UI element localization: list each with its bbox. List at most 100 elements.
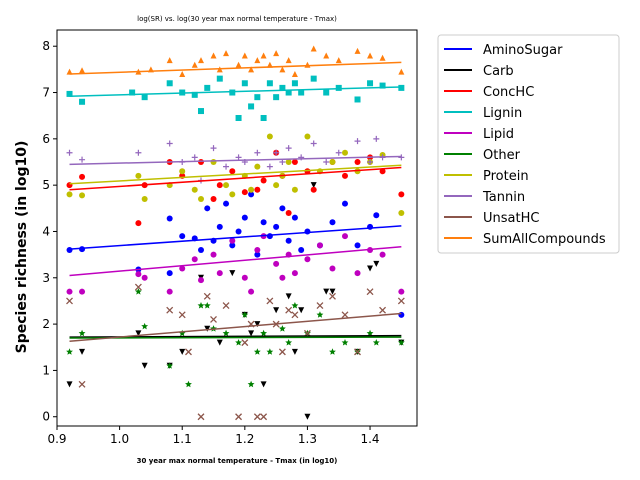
data-point <box>329 288 336 295</box>
y-tick-label: 6 <box>42 132 50 146</box>
legend-label: Other <box>483 148 521 163</box>
data-point <box>273 149 280 156</box>
data-point <box>197 301 205 309</box>
data-point <box>285 293 292 300</box>
data-point <box>166 362 174 369</box>
data-point <box>310 75 317 82</box>
data-point <box>198 196 204 203</box>
series-protein <box>66 133 405 216</box>
data-point <box>191 91 198 98</box>
data-point <box>266 163 273 170</box>
legend-entry: Tannin <box>444 190 525 205</box>
series-carb <box>66 182 405 420</box>
x-tick-label: 0.9 <box>47 432 66 446</box>
data-point <box>247 380 255 388</box>
data-point <box>285 159 292 165</box>
data-point <box>141 94 148 101</box>
data-point <box>254 247 261 253</box>
series-aminosugar <box>66 191 405 318</box>
data-point <box>260 413 268 421</box>
legend-entry: Lipid <box>444 127 514 142</box>
legend: AminoSugar Carb ConcHC Lignin Lipid Other Prot… <box>437 34 620 254</box>
data-point <box>235 413 243 421</box>
data-point <box>285 339 293 346</box>
data-point <box>316 311 324 318</box>
data-point <box>241 80 248 87</box>
data-point <box>66 381 73 388</box>
data-point <box>354 348 361 356</box>
data-point <box>135 172 142 179</box>
data-point <box>279 274 286 281</box>
data-point <box>210 316 217 323</box>
data-point <box>191 154 198 161</box>
data-point <box>273 260 280 267</box>
data-point <box>323 52 330 59</box>
data-point <box>260 177 267 184</box>
data-point <box>191 186 198 193</box>
y-tick-label: 4 <box>42 224 50 238</box>
data-point <box>398 191 405 198</box>
data-point <box>266 233 273 240</box>
x-axis: 0.9 1.0 1.1 1.2 1.3 1.4 <box>47 426 380 446</box>
data-point <box>291 214 298 221</box>
data-point <box>229 168 236 175</box>
data-point <box>310 140 317 147</box>
data-point <box>216 182 223 189</box>
data-point <box>397 297 405 305</box>
data-point <box>298 247 305 253</box>
data-point <box>285 89 292 96</box>
data-point <box>260 381 267 388</box>
legend-entry: Carb <box>444 64 514 79</box>
data-point <box>79 173 86 180</box>
data-point <box>198 247 204 253</box>
data-point <box>304 133 311 140</box>
fit-line-lipid <box>69 246 402 277</box>
legend-entry: SumAllCompounds <box>444 232 606 247</box>
data-point <box>134 283 142 291</box>
data-point <box>191 256 198 263</box>
data-point <box>241 274 248 281</box>
legend-label: UnsatHC <box>483 211 539 226</box>
data-point <box>229 191 236 198</box>
series-lignin <box>66 75 405 121</box>
data-point <box>79 98 86 105</box>
data-point <box>166 80 173 87</box>
data-point <box>141 322 149 330</box>
data-point <box>291 80 298 87</box>
series-sumallcompounds <box>66 45 405 77</box>
data-point <box>291 348 298 355</box>
data-point <box>235 115 242 121</box>
data-point <box>241 214 248 221</box>
y-tick-label: 2 <box>42 317 50 331</box>
data-point <box>266 348 274 355</box>
data-point <box>366 329 374 337</box>
data-point <box>229 89 236 96</box>
data-point <box>291 270 298 277</box>
data-point <box>79 192 86 199</box>
series-tannin <box>66 135 405 184</box>
legend-label: Lignin <box>483 106 522 121</box>
data-point <box>79 288 86 295</box>
data-point <box>222 302 230 310</box>
data-point <box>78 380 86 388</box>
data-point <box>253 348 261 355</box>
data-point <box>316 242 323 249</box>
data-point <box>254 321 261 328</box>
data-point <box>304 256 311 263</box>
data-point <box>191 61 198 68</box>
data-point <box>248 330 255 337</box>
data-point <box>141 196 148 203</box>
data-point <box>273 50 280 57</box>
data-point <box>210 159 217 165</box>
data-point <box>66 191 73 198</box>
legend-entry: Protein <box>444 169 529 184</box>
data-point <box>235 339 242 346</box>
data-point <box>266 297 274 305</box>
legend-label: Carb <box>483 64 514 79</box>
data-point <box>198 57 204 64</box>
legend-label: AminoSugar <box>483 43 563 58</box>
data-point <box>216 270 223 277</box>
data-point <box>198 108 204 115</box>
data-point <box>398 288 405 295</box>
data-point <box>285 237 292 244</box>
